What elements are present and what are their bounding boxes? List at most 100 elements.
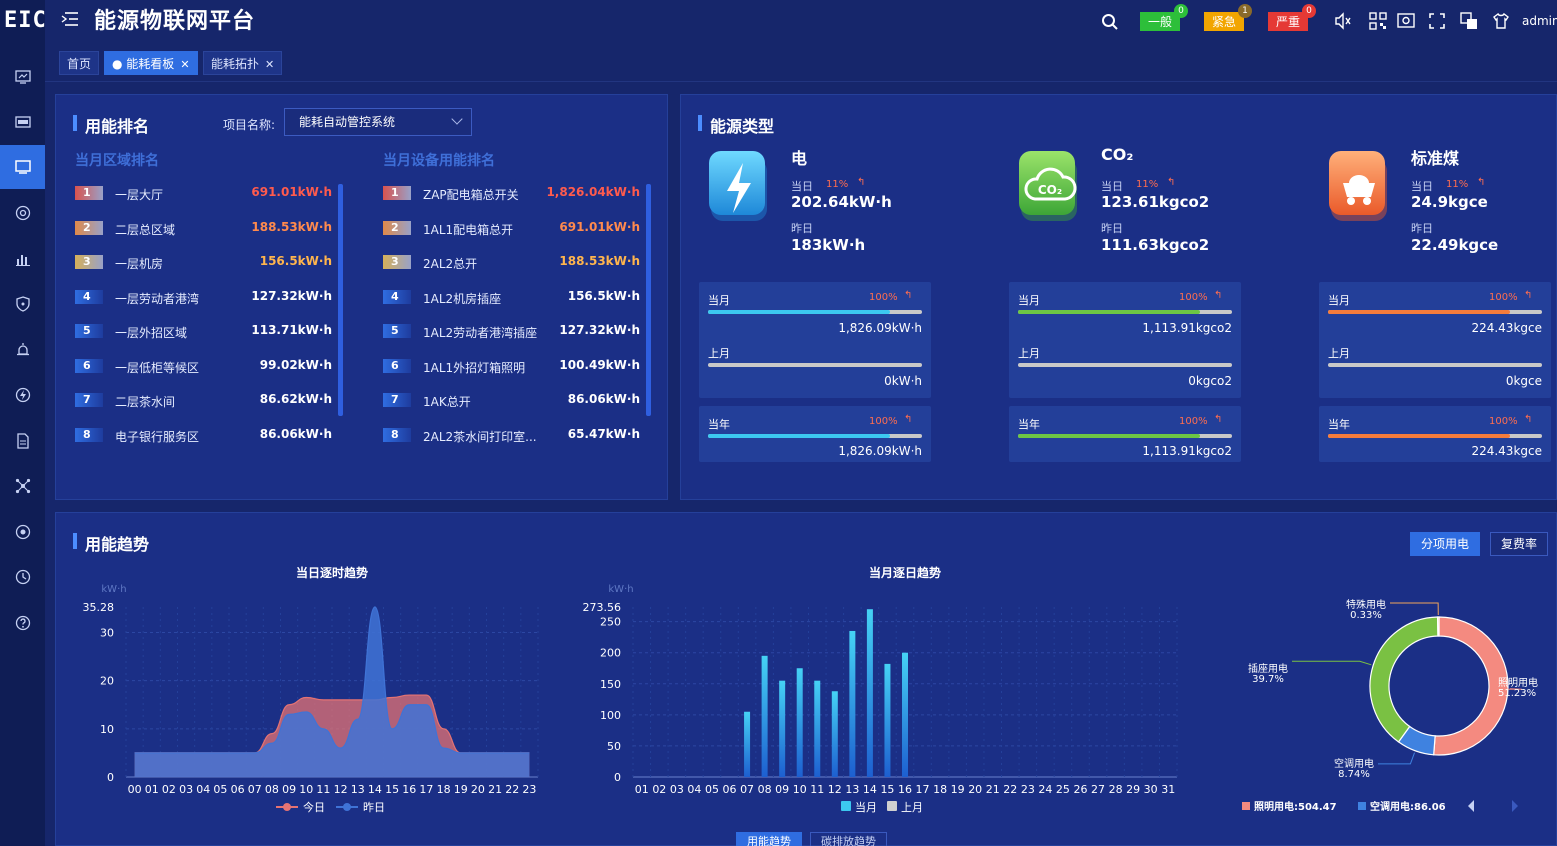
subitem-power-button[interactable]: 分项用电 <box>1410 532 1481 556</box>
screen-record-icon[interactable] <box>1397 12 1415 30</box>
x-tick-label: 13 <box>351 783 365 796</box>
sidebar-item-monitor[interactable] <box>0 55 45 99</box>
progress-fill <box>708 310 890 314</box>
progress-track <box>1328 363 1542 367</box>
x-tick-label: 14 <box>863 783 877 796</box>
bar[interactable] <box>796 668 803 777</box>
legend-item[interactable]: 照明用电:504.47 <box>1242 800 1337 813</box>
user-name[interactable]: admin <box>1522 14 1557 28</box>
bar[interactable] <box>761 655 768 777</box>
co2-cloud-icon: CO₂ <box>1019 151 1077 221</box>
translate-icon[interactable] <box>1460 12 1478 30</box>
legend-prev-icon[interactable] <box>1468 800 1474 812</box>
day-value: 202.64kW·h <box>791 193 892 211</box>
x-tick-label: 14 <box>368 783 382 796</box>
bar[interactable] <box>831 691 838 777</box>
bar[interactable] <box>884 663 891 777</box>
bar[interactable] <box>744 711 751 777</box>
x-tick-label: 05 <box>705 783 719 796</box>
bar[interactable] <box>849 630 856 777</box>
legend-label: 照明用电:504.47 <box>1254 800 1337 813</box>
tab-home[interactable]: 首页 <box>59 51 100 75</box>
skin-shirt-icon[interactable] <box>1492 12 1510 30</box>
sidebar-item-report[interactable] <box>0 419 45 463</box>
rank-row: 1 ZAP配电箱总开关 1,826.04kW·h <box>383 184 640 204</box>
series-line-昨日 <box>134 606 530 754</box>
area-ranking-title: 当月区域排名 <box>75 153 159 169</box>
page-title: 能源物联网平台 <box>94 9 256 34</box>
close-icon[interactable]: ✕ <box>180 58 190 71</box>
rank-value: 86.06kW·h <box>567 392 640 406</box>
sidebar-item-settings[interactable] <box>0 510 45 554</box>
alarm-count-badge: 0 <box>1302 4 1316 18</box>
progress-track <box>1018 363 1232 367</box>
sidebar-item-alarm[interactable] <box>0 328 45 372</box>
chart-title: 当日逐时趋势 <box>296 565 368 580</box>
rank-value: 127.32kW·h <box>559 323 640 337</box>
sidebar-item-security[interactable] <box>0 282 45 326</box>
legend-marker <box>1358 802 1366 810</box>
rank-value: 1,826.04kW·h <box>546 185 640 199</box>
donut-slice[interactable] <box>1433 616 1509 756</box>
project-select[interactable]: 能耗自动管控系统 <box>284 108 472 136</box>
rank-row: 2 1AL1配电箱总开 691.01kW·h <box>383 219 640 239</box>
tab-energy-topology[interactable]: 能耗拓扑 ✕ <box>203 51 283 75</box>
alarm-severe-button[interactable]: 严重 0 <box>1268 4 1316 31</box>
gear-icon <box>15 524 30 540</box>
multi-rate-button[interactable]: 复费率 <box>1490 532 1549 556</box>
rank-value: 691.01kW·h <box>559 219 640 234</box>
legend-item[interactable]: 昨日 <box>336 801 385 814</box>
menu-toggle-icon[interactable] <box>60 9 80 29</box>
donut-slice[interactable] <box>1369 616 1439 743</box>
rank-number: 2 <box>383 220 411 235</box>
sidebar-item-dashboard[interactable] <box>0 145 45 189</box>
mute-icon[interactable] <box>1334 12 1352 30</box>
sidebar-item-topology[interactable] <box>0 464 45 508</box>
device-scrollbar[interactable] <box>646 184 651 416</box>
rank-value: 127.32kW·h <box>251 288 332 303</box>
bar[interactable] <box>814 680 821 777</box>
sidebar-item-device[interactable] <box>0 100 45 144</box>
x-tick-label: 16 <box>402 783 416 796</box>
tab-carbon-trend[interactable]: 碳排放趋势 <box>810 832 887 846</box>
search-icon[interactable] <box>1101 13 1119 31</box>
legend-item[interactable]: 空调用电:86.06 <box>1358 800 1446 813</box>
bar[interactable] <box>866 609 873 777</box>
bar[interactable] <box>902 652 908 777</box>
sidebar-item-stats[interactable] <box>0 237 45 281</box>
area-scrollbar[interactable] <box>338 184 343 416</box>
legend-item[interactable]: 今日 <box>276 800 325 814</box>
trend-up-icon: ↰ <box>1524 414 1533 425</box>
x-tick-label: 05 <box>213 783 227 796</box>
legend-item[interactable]: 上月 <box>887 801 923 814</box>
alarm-general-button[interactable]: 一般 0 <box>1140 4 1188 31</box>
sidebar-item-help[interactable] <box>0 601 45 645</box>
donut-slice[interactable] <box>1436 616 1440 637</box>
alarm-urgent-button[interactable]: 紧急 1 <box>1204 4 1252 31</box>
sidebar-item-energy[interactable] <box>0 373 45 417</box>
x-tick-label: 31 <box>1161 783 1175 796</box>
x-tick-label: 23 <box>522 783 536 796</box>
yesterday-label: 昨日 <box>1101 222 1123 235</box>
lightning-circle-icon <box>15 387 30 403</box>
month-value: 1,113.91kgco2 <box>1142 321 1232 335</box>
sidebar-item-power[interactable] <box>0 191 45 235</box>
rank-value: 691.01kW·h <box>251 185 332 199</box>
bar[interactable] <box>779 680 786 777</box>
legend-next-icon[interactable] <box>1512 800 1518 812</box>
month-change-pct: 100% <box>869 292 898 303</box>
tab-energy-board[interactable]: ● 能耗看板 ✕ <box>104 51 198 75</box>
tab-energy-trend[interactable]: 用能趋势 <box>736 832 802 846</box>
progress-fill <box>1328 434 1510 438</box>
fullscreen-icon[interactable] <box>1428 12 1446 30</box>
close-icon[interactable]: ✕ <box>265 58 275 71</box>
qrcode-icon[interactable] <box>1369 12 1387 30</box>
trend-up-icon: ↰ <box>1214 290 1223 301</box>
legend-item[interactable]: 当月 <box>841 800 877 814</box>
rank-number: 4 <box>383 289 411 304</box>
sidebar-item-timer[interactable] <box>0 555 45 599</box>
yesterday-value: 183kW·h <box>791 236 866 254</box>
x-tick-label: 01 <box>635 783 649 796</box>
